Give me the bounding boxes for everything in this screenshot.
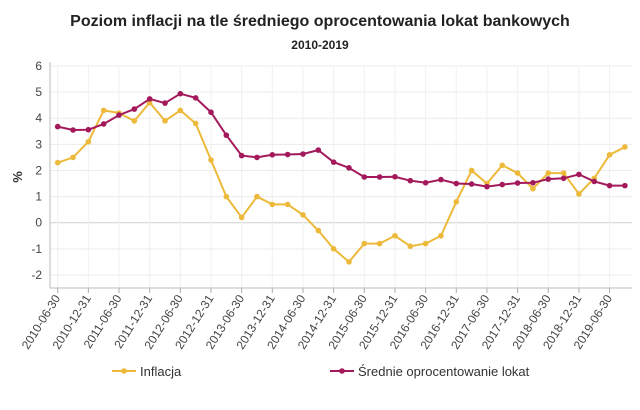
y-axis-label: % [10, 171, 25, 183]
data-point [254, 154, 260, 161]
legend-item[interactable]: Średnie oprocentowanie lokat [330, 364, 530, 379]
data-point [315, 147, 322, 153]
data-point [284, 151, 291, 158]
data-point [192, 120, 199, 127]
data-point [300, 151, 306, 157]
data-point [361, 174, 368, 180]
data-point [407, 243, 414, 250]
data-point [146, 96, 153, 102]
data-point [192, 95, 199, 101]
data-point [422, 240, 429, 247]
data-point [54, 159, 61, 166]
data-point [606, 182, 613, 189]
data-point [85, 138, 92, 145]
data-point [54, 123, 61, 130]
data-point [422, 179, 429, 186]
data-point [545, 170, 552, 176]
data-point [591, 178, 598, 185]
data-point [300, 212, 306, 218]
legend-label: Inflacja [140, 364, 182, 379]
data-point [346, 165, 352, 171]
y-tick-label: 2 [35, 163, 42, 177]
data-point [284, 201, 291, 208]
data-point [622, 144, 628, 150]
data-point [392, 232, 398, 239]
series-line [57, 101, 626, 264]
chart-subtitle: 2010-2019 [291, 38, 349, 52]
legend-marker [339, 368, 345, 374]
data-point [560, 175, 567, 182]
data-point [438, 232, 444, 239]
y-tick-label: 3 [35, 137, 42, 151]
data-point [208, 157, 214, 163]
data-point [499, 162, 506, 169]
y-tick-label: 6 [35, 59, 42, 73]
data-point [223, 132, 230, 139]
y-tick-label: 1 [35, 190, 42, 204]
data-point [438, 176, 444, 183]
data-point [100, 107, 107, 114]
data-point [162, 118, 168, 124]
data-point [468, 167, 475, 174]
data-point [330, 159, 337, 165]
data-point [514, 170, 521, 176]
data-point [361, 240, 368, 247]
data-point [162, 100, 168, 106]
data-point [560, 170, 567, 176]
data-point [346, 259, 352, 265]
data-point [468, 181, 475, 187]
data-point [177, 90, 184, 97]
data-point [315, 227, 322, 234]
data-point [238, 152, 245, 159]
data-point [70, 154, 76, 161]
data-point [606, 152, 613, 158]
data-point [530, 185, 536, 192]
data-point [545, 176, 552, 182]
data-point [131, 118, 138, 124]
data-point [177, 107, 184, 114]
data-point [85, 126, 92, 133]
series-inflacja [54, 99, 628, 265]
series-line [57, 92, 625, 188]
series-srednie-oprocentowanie-lokat [54, 90, 628, 190]
data-point [453, 180, 460, 187]
data-point [499, 181, 506, 188]
data-point [392, 173, 398, 180]
y-tick-label: -2 [31, 268, 42, 282]
data-point [530, 179, 536, 186]
chart-title: Poziom inflacji na tle średniego oprocen… [70, 13, 570, 30]
data-point [208, 109, 214, 116]
y-tick-label: 0 [35, 216, 42, 230]
y-tick-label: 5 [35, 85, 42, 99]
data-point [223, 193, 230, 200]
legend-item[interactable]: Inflacja [112, 364, 182, 379]
data-point [514, 180, 521, 186]
data-point [131, 106, 138, 112]
data-point [407, 177, 414, 184]
data-point [116, 112, 122, 118]
data-point [269, 152, 276, 158]
data-point [376, 174, 383, 180]
y-tick-label: -1 [31, 242, 42, 256]
data-point [576, 191, 582, 197]
legend-label: Średnie oprocentowanie lokat [358, 364, 530, 379]
y-tick-label: 4 [35, 111, 42, 125]
data-point [576, 171, 582, 178]
data-point [622, 182, 628, 189]
data-point [269, 201, 276, 208]
data-point [330, 246, 337, 252]
data-point [376, 240, 383, 247]
data-point [254, 193, 260, 200]
data-point [70, 127, 76, 133]
data-point [100, 121, 107, 127]
legend-marker [121, 368, 127, 374]
data-point [238, 214, 245, 221]
data-point [484, 183, 490, 190]
data-point [453, 199, 460, 205]
